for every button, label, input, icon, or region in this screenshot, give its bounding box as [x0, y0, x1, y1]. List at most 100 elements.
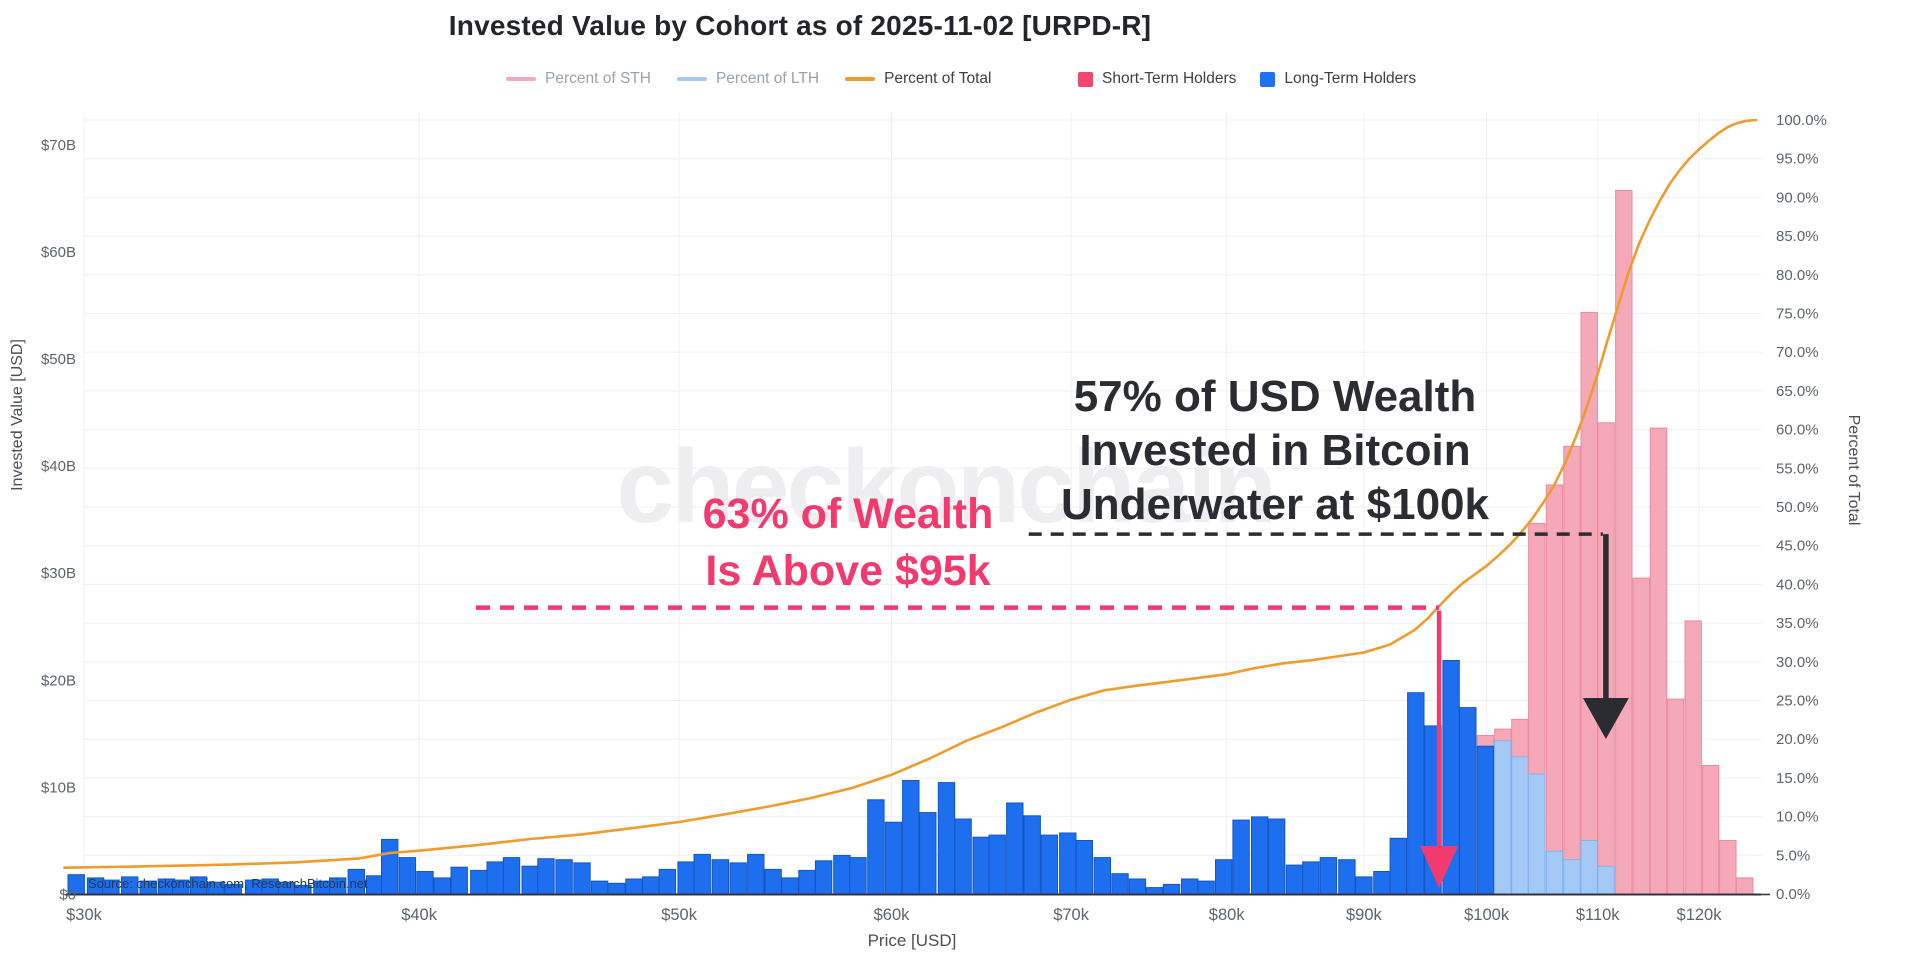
lth-bar	[988, 834, 1006, 895]
lth-square-swatch-icon	[1260, 71, 1276, 87]
svg-text:60.0%: 60.0%	[1776, 422, 1819, 439]
sth-bar	[1684, 620, 1702, 895]
black-guide-57pct	[1028, 532, 1629, 739]
svg-text:10.0%: 10.0%	[1776, 809, 1819, 826]
lth-bar	[1285, 864, 1304, 895]
lth-bar	[1215, 859, 1233, 895]
legend-label: Percent of LTH	[715, 70, 820, 87]
lth-bar	[1319, 857, 1338, 895]
legend-item-long-term-holders[interactable]: Long-Term Holders	[1260, 70, 1416, 88]
legend-label: Percent of Total	[884, 70, 992, 87]
svg-text:25.0%: 25.0%	[1776, 693, 1819, 710]
lth-bar	[867, 799, 885, 895]
checkonchain-watermark: checkonchain	[616, 429, 1277, 545]
svg-text:70.0%: 70.0%	[1776, 344, 1819, 361]
lth-bar	[608, 882, 626, 895]
right-axis-ticks: 100.0% 95.0% 90.0% 85.0% 80.0% 75.0% 70.0% 65.0…	[1776, 112, 1827, 903]
lth-bar	[502, 857, 521, 895]
sth-bar	[1615, 189, 1633, 895]
svg-text:$120k: $120k	[1677, 906, 1723, 924]
legend-item-percent-of-lth[interactable]: Percent of LTH	[676, 70, 820, 88]
sth-bar	[1649, 427, 1668, 895]
percent-of-total-line	[63, 118, 1758, 870]
lth-bar	[1545, 850, 1564, 895]
lth-bar	[1267, 818, 1286, 895]
lth-bar	[1476, 745, 1495, 895]
svg-text:65.0%: 65.0%	[1776, 383, 1819, 400]
gridlines	[83, 112, 1762, 894]
svg-text:$100k: $100k	[1464, 906, 1510, 924]
legend-item-percent-of-total[interactable]: Percent of Total	[845, 70, 991, 88]
lth-bar	[573, 862, 591, 895]
lth-bar	[1580, 840, 1598, 895]
legend-bar-series: Short-Term Holders Long-Term Holders	[1078, 70, 1416, 88]
annotation-line: Underwater at $100k	[1061, 480, 1489, 529]
lth-bar	[1162, 883, 1181, 895]
left-axis-ticks: $70B $60B $50B $40B $30B $20B $10B $0	[41, 137, 76, 904]
annotation-line: 57% of USD Wealth	[1073, 372, 1477, 421]
source-attribution: Source: checkonchain.com, ResearchBitcoi…	[88, 876, 368, 891]
svg-text:$20B: $20B	[41, 672, 76, 689]
sth-line-swatch-icon	[506, 77, 536, 81]
lth-bar	[849, 857, 867, 895]
lth-bar	[884, 821, 903, 895]
svg-text:80.0%: 80.0%	[1776, 267, 1819, 284]
lth-bar	[1040, 834, 1058, 895]
lth-bar	[1511, 756, 1529, 895]
lth-bar	[1232, 819, 1250, 895]
lth-bar	[1407, 692, 1425, 895]
svg-text:100.0%: 100.0%	[1776, 112, 1827, 129]
sth-bar	[1736, 877, 1754, 895]
lth-bar	[1006, 802, 1024, 895]
svg-text:30.0%: 30.0%	[1776, 654, 1819, 671]
lth-bar	[398, 857, 417, 895]
sth-bar	[1545, 484, 1564, 895]
legend-item-percent-of-sth[interactable]: Percent of STH	[506, 70, 651, 88]
right-axis-title: Percent of Total	[1845, 415, 1862, 526]
lth-bar	[1093, 857, 1111, 895]
lth-bar	[1494, 740, 1512, 895]
svg-text:$0: $0	[59, 887, 76, 904]
lth-bar	[781, 877, 799, 895]
lth-bar	[1111, 873, 1129, 895]
svg-text:$50B: $50B	[41, 351, 76, 368]
lth-bar	[486, 861, 504, 895]
lth-bar	[1181, 878, 1199, 895]
svg-text:$110k: $110k	[1576, 906, 1620, 924]
svg-text:$60k: $60k	[874, 906, 911, 924]
annotation-line: Is Above $95k	[705, 547, 991, 595]
lth-bar	[365, 875, 384, 895]
sth-square-swatch-icon	[1078, 71, 1093, 87]
lth-bar	[937, 782, 956, 895]
svg-text:0.0%: 0.0%	[1776, 886, 1810, 903]
svg-text:$70B: $70B	[41, 137, 76, 154]
svg-text:$70k: $70k	[1053, 906, 1090, 924]
lth-bar	[1459, 707, 1477, 895]
lth-bar	[1373, 871, 1391, 895]
lth-bar	[764, 868, 782, 895]
lth-bar	[919, 812, 937, 895]
lth-bar	[1389, 837, 1407, 895]
lth-bar	[833, 854, 851, 895]
lth-bar	[1355, 876, 1373, 895]
lth-bar	[711, 859, 729, 895]
sth-bar	[1701, 765, 1720, 895]
legend-label: Short-Term Holders	[1102, 70, 1237, 87]
lth-bar	[642, 876, 660, 895]
legend-item-short-term-holders[interactable]: Short-Term Holders	[1078, 70, 1236, 88]
lth-bar	[1563, 859, 1581, 895]
lth-bar	[1302, 861, 1320, 895]
lth-bar	[433, 877, 451, 895]
annotation-63pct-above-95k: 63% of Wealth Is Above $95k	[558, 486, 1138, 600]
svg-text:35.0%: 35.0%	[1776, 615, 1819, 632]
lth-bar	[1251, 816, 1269, 895]
pink-guide-63pct	[476, 605, 1459, 888]
cohort-bars[interactable]	[67, 189, 1754, 895]
lth-bar	[677, 861, 695, 895]
svg-text:85.0%: 85.0%	[1776, 228, 1819, 245]
legend-label: Long-Term Holders	[1284, 70, 1417, 87]
x-axis-title: Price [USD]	[868, 931, 957, 950]
lth-bar	[416, 871, 434, 895]
lth-bar	[1145, 887, 1164, 895]
